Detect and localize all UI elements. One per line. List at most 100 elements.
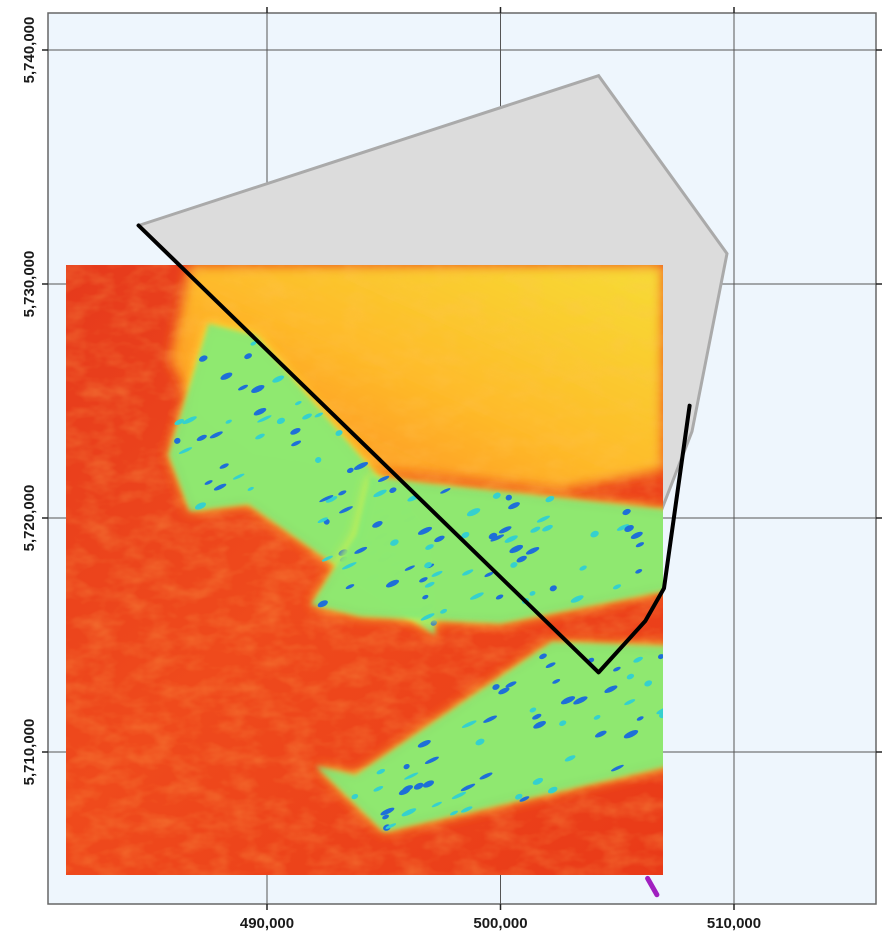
field-blob bbox=[635, 542, 645, 548]
field-blob bbox=[539, 653, 547, 660]
field-blob bbox=[402, 785, 413, 792]
field-blob bbox=[253, 407, 267, 416]
field-blob bbox=[545, 495, 555, 503]
field-blob bbox=[624, 699, 636, 706]
field-blob bbox=[232, 473, 245, 480]
field-blob bbox=[560, 696, 576, 705]
field-blob bbox=[430, 620, 437, 626]
field-blob bbox=[314, 412, 324, 418]
field-blob bbox=[291, 440, 302, 447]
field-blob bbox=[475, 738, 485, 746]
field-blob bbox=[353, 462, 369, 470]
field-blob bbox=[564, 755, 576, 762]
field-blob bbox=[505, 681, 517, 688]
field-blob bbox=[250, 341, 257, 346]
field-blob bbox=[178, 447, 193, 455]
field-blob bbox=[404, 565, 415, 571]
field-blob bbox=[373, 489, 387, 498]
field-blob bbox=[377, 475, 390, 482]
field-blob bbox=[434, 535, 445, 543]
field-blob bbox=[624, 525, 634, 532]
field-blob bbox=[404, 772, 419, 780]
field-blob bbox=[490, 534, 505, 542]
field-blob bbox=[319, 495, 334, 503]
field-blob bbox=[532, 713, 542, 720]
field-blob bbox=[593, 715, 601, 720]
field-blob bbox=[413, 782, 424, 790]
field-blob bbox=[492, 684, 500, 690]
field-blob bbox=[616, 524, 629, 531]
field-blob bbox=[612, 584, 622, 590]
field-blob bbox=[255, 433, 265, 440]
x-tick-label: 490,000 bbox=[240, 915, 294, 932]
x-tick-label: 500,000 bbox=[473, 915, 527, 932]
field-blob bbox=[536, 515, 550, 523]
field-blob bbox=[417, 526, 433, 535]
field-blob bbox=[431, 570, 443, 577]
field-blob bbox=[339, 506, 353, 514]
field-blob bbox=[611, 764, 624, 772]
field-blob bbox=[204, 480, 213, 485]
field-blob bbox=[272, 375, 285, 383]
field-blob bbox=[351, 793, 359, 800]
field-blob bbox=[461, 532, 470, 539]
field-blob bbox=[373, 785, 384, 792]
field-blob bbox=[220, 372, 233, 380]
field-blob bbox=[492, 492, 501, 499]
field-blob bbox=[636, 716, 644, 721]
field-blob bbox=[195, 502, 206, 510]
field-blob bbox=[403, 763, 410, 770]
field-blob bbox=[451, 791, 467, 800]
field-blob bbox=[460, 806, 473, 813]
field-blob bbox=[542, 524, 553, 532]
field-blob bbox=[559, 720, 567, 726]
field-blob bbox=[462, 569, 474, 576]
field-blob bbox=[508, 502, 520, 510]
field-blob bbox=[219, 463, 229, 469]
raster-heatmap bbox=[66, 265, 663, 875]
field-blob bbox=[257, 415, 272, 423]
field-core bbox=[311, 475, 663, 624]
field-blob bbox=[530, 526, 541, 533]
field-blob bbox=[317, 600, 328, 608]
field-blob bbox=[659, 712, 663, 719]
field-blob bbox=[382, 814, 389, 820]
field-blob bbox=[225, 419, 232, 424]
field-blob bbox=[247, 486, 254, 491]
field-blob bbox=[545, 662, 556, 669]
field-blob bbox=[174, 418, 185, 426]
field-blob bbox=[579, 565, 587, 571]
field-blob bbox=[294, 400, 302, 406]
field-blob bbox=[466, 508, 481, 517]
x-tick-labels: 490,000 500,000 510,000 bbox=[240, 915, 761, 932]
field-blob bbox=[213, 483, 227, 491]
field-blob bbox=[276, 417, 285, 425]
magenta-mark bbox=[645, 875, 660, 898]
field-blob bbox=[325, 496, 338, 503]
field-blob bbox=[549, 585, 557, 592]
field-blob bbox=[570, 595, 584, 603]
field-blob bbox=[495, 594, 504, 600]
field-blob bbox=[182, 416, 197, 425]
field-blob bbox=[335, 430, 343, 436]
tick-marks bbox=[42, 7, 882, 910]
field-blob bbox=[420, 613, 435, 621]
field-blob bbox=[424, 756, 439, 764]
field-blob bbox=[533, 720, 546, 729]
field-blob bbox=[498, 687, 510, 695]
field-blob bbox=[626, 673, 635, 680]
field-blob bbox=[547, 786, 558, 794]
field-blob bbox=[417, 739, 431, 748]
field-blob bbox=[372, 520, 383, 528]
field-blob bbox=[529, 707, 537, 713]
field-blob bbox=[630, 531, 643, 540]
field-blob bbox=[401, 808, 417, 817]
field-blob bbox=[385, 823, 397, 829]
field-blob bbox=[342, 562, 357, 570]
field-blob bbox=[237, 384, 249, 391]
field-blob bbox=[431, 801, 442, 808]
field-blob bbox=[532, 777, 544, 785]
y-tick-label: 5,730,000 bbox=[21, 251, 38, 318]
field-blob bbox=[196, 434, 207, 442]
field-blob bbox=[423, 780, 434, 788]
